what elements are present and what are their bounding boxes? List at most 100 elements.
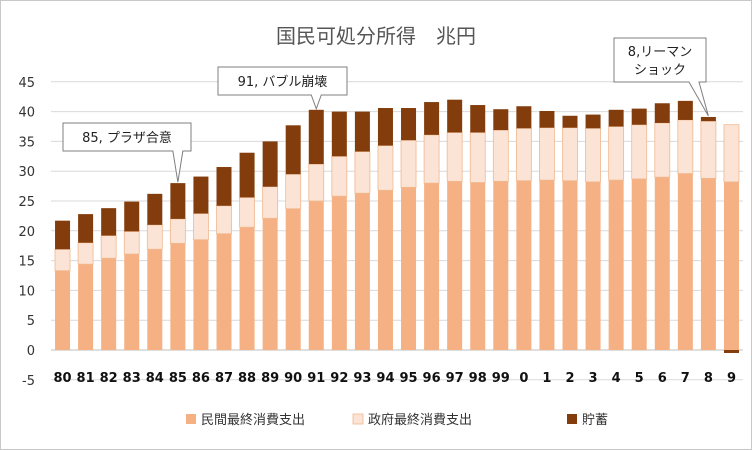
bar-segment — [170, 243, 186, 350]
bar-segment — [470, 182, 486, 350]
x-tick-label: 5 — [635, 371, 644, 386]
bar-segment — [193, 176, 209, 214]
y-tick-label: -5 — [22, 374, 35, 389]
callout-box — [62, 122, 192, 183]
bar-segment — [354, 111, 370, 152]
bar-segment — [677, 173, 693, 350]
bar-segment — [654, 103, 670, 123]
x-tick-label: 94 — [376, 371, 394, 386]
bar-segment — [585, 127, 601, 183]
bar-segment — [585, 181, 601, 350]
bar-segment — [470, 105, 486, 133]
x-tick-label: 96 — [423, 371, 441, 386]
bar-segment — [216, 205, 232, 235]
x-tick-label: 6 — [658, 371, 667, 386]
bar-segment — [723, 124, 740, 183]
bar-segment — [354, 151, 371, 194]
x-tick-label: 97 — [446, 371, 464, 386]
bar-segment — [585, 114, 601, 129]
bar-segment — [400, 139, 417, 188]
y-tick-label: 25 — [18, 195, 35, 210]
bar-segment — [654, 177, 670, 350]
bar-segment — [423, 134, 440, 184]
bar-segment — [469, 132, 486, 183]
bar-segment — [700, 120, 717, 179]
legend-swatch — [567, 414, 577, 424]
bar-segment — [193, 213, 209, 241]
bar-segment — [262, 186, 279, 219]
x-tick-label: 86 — [192, 371, 210, 386]
bar-segment — [516, 106, 532, 129]
x-tick-label: 1 — [542, 371, 551, 386]
bar-segment — [447, 181, 463, 350]
x-tick-label: 0 — [519, 371, 528, 386]
y-tick-label: 0 — [27, 344, 35, 359]
bar-segment — [700, 178, 716, 350]
bar-segment — [608, 109, 624, 127]
bar-segment — [447, 99, 463, 133]
x-tick-label: 3 — [589, 371, 598, 386]
legend-label: 政府最終消費支出 — [368, 412, 472, 428]
bar-segment — [539, 111, 555, 128]
bar-segment — [308, 201, 324, 350]
y-tick-label: 45 — [18, 76, 35, 91]
x-tick-label: 83 — [123, 371, 141, 386]
y-tick-label: 5 — [27, 314, 35, 329]
bar-segment — [147, 193, 163, 225]
bar-segment — [124, 254, 140, 350]
x-axis-ticks: 80 81 82 83 84 85 86 87 88 89 90 91 92 93 94 95 96 97 98 99… — [53, 371, 736, 386]
bar-segment — [539, 127, 555, 181]
bar-segment — [331, 196, 347, 350]
bar-segment — [285, 208, 301, 350]
bar-segment — [77, 242, 94, 265]
legend-label: 民間最終消費支出 — [201, 412, 305, 428]
legend: 民間最終消費支出 政府最終消費支出 貯蓄 — [186, 412, 608, 428]
y-tick-label: 20 — [18, 225, 35, 240]
x-tick-label: 95 — [399, 371, 417, 386]
callout-label: 8,リーマン — [628, 45, 692, 60]
bar-segment — [446, 132, 463, 182]
bar-segment — [124, 201, 140, 232]
bar-segment — [216, 233, 232, 350]
bar-segment — [239, 152, 255, 198]
bar-segment — [677, 119, 694, 174]
bar-segment — [516, 180, 532, 350]
x-tick-label: 99 — [492, 371, 510, 386]
bars — [54, 99, 740, 353]
bar-segment — [608, 180, 624, 350]
x-tick-label: 92 — [330, 371, 348, 386]
bar-segment — [262, 218, 278, 350]
x-tick-label: 9 — [727, 371, 736, 386]
x-tick-label: 91 — [307, 371, 325, 386]
bar-segment — [401, 187, 417, 350]
x-tick-label: 85 — [169, 371, 187, 386]
legend-swatch — [352, 413, 364, 425]
bar-segment — [101, 208, 117, 236]
bar-segment — [424, 102, 440, 135]
y-tick-label: 15 — [18, 255, 35, 270]
bar-segment — [100, 235, 117, 259]
bar-segment — [101, 258, 117, 350]
bar-segment — [146, 224, 163, 250]
bar-segment — [492, 129, 509, 182]
x-tick-label: 4 — [612, 371, 621, 386]
bar-segment — [285, 173, 302, 210]
bar-segment — [377, 145, 394, 191]
x-tick-label: 82 — [100, 371, 118, 386]
legend-swatch — [186, 414, 196, 424]
bar-segment — [123, 230, 140, 255]
bar-segment — [631, 108, 647, 125]
bar-segment — [193, 239, 209, 350]
bar-segment — [631, 178, 647, 350]
callout-label: 85, プラザ合意 — [82, 130, 172, 146]
callout-label-line2: ショック — [634, 63, 686, 78]
y-tick-label: 30 — [18, 165, 35, 180]
gridlines — [51, 81, 743, 381]
x-tick-label: 88 — [238, 371, 256, 386]
x-tick-label: 81 — [77, 371, 95, 386]
bar-segment — [78, 214, 94, 243]
bar-segment — [239, 197, 255, 228]
